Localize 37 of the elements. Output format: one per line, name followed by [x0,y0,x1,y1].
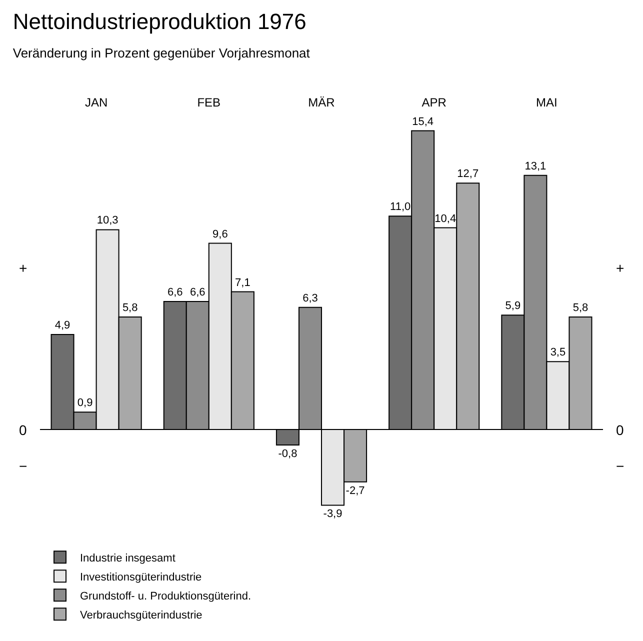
data-label: -2,7 [346,484,365,497]
text: + [19,260,28,276]
text: − [19,458,28,474]
data-label: 15,4 [412,116,434,128]
x-tick-label: MÄR [308,96,336,110]
data-label: 13,1 [524,160,546,172]
data-label: 9,6 [212,228,228,240]
data-label: 6,6 [190,286,206,299]
legend-label: Grundstoff- u. Produktionsgüterind. [80,590,252,602]
data-label: 12,7 [457,168,479,180]
text: − [616,458,624,474]
data-label: 5,8 [572,302,588,314]
text: 0 [19,422,27,438]
data-label: 6,6 [167,286,183,299]
text: + [616,260,624,276]
data-label: 10,3 [96,214,118,227]
data-label: 6,3 [302,292,318,304]
legend-label: Investitionsgüterindustrie [80,571,202,584]
data-label: 11,0 [390,201,411,214]
data-label: 4,9 [54,319,70,332]
data-label: 7,1 [235,276,250,289]
data-label: -0,8 [278,448,298,460]
data-label: 5,9 [505,300,521,312]
chart-subtitle: Veränderung in Prozent gegenüber Vorjahresmonat [12,45,310,60]
data-label: 5,8 [122,302,138,314]
x-tick-label: FEB [197,96,221,110]
legend-label: Industrie insgesamt [80,552,176,564]
data-label: 0,9 [77,397,93,410]
chart-title: Nettoindustrieproduktion 1976 [12,8,306,34]
x-tick-label: MAI [536,96,558,110]
text: 0 [616,422,624,438]
data-label: -3,9 [323,508,342,520]
data-label: 10,4 [434,212,456,225]
x-tick-label: JAN [84,96,108,110]
data-label: 3,5 [550,346,566,359]
legend-label: Verbrauchsgüterindustrie [80,609,202,622]
x-tick-label: APR [422,96,447,110]
